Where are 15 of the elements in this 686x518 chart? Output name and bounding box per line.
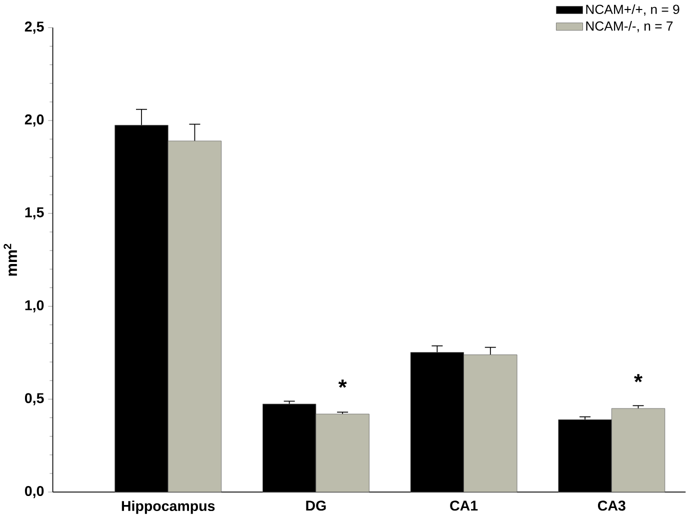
legend-label: NCAM+/+, n = 9 (586, 4, 680, 16)
y-axis-title: mm$^{2}$ (4, 244, 17, 276)
x-tick-label: DG (306, 500, 326, 511)
x-tick-label: CA3 (598, 500, 626, 511)
y-tick-label: 1,5 (25, 208, 44, 220)
y-tick-label: 0,0 (24, 486, 44, 498)
y-tick-label: 0,5 (24, 393, 44, 406)
x-tick-label: Hippocampus (122, 500, 215, 514)
y-tick-label: 2,5 (24, 22, 44, 34)
x-tick-label: CA1 (450, 500, 478, 511)
annotation: * (338, 380, 347, 388)
y-tick-label: 2,0 (24, 114, 44, 127)
legend-label: NCAM-/-, n = 7 (586, 21, 673, 32)
y-tick-label: 1,0 (25, 300, 44, 313)
annotation: * (634, 374, 642, 382)
